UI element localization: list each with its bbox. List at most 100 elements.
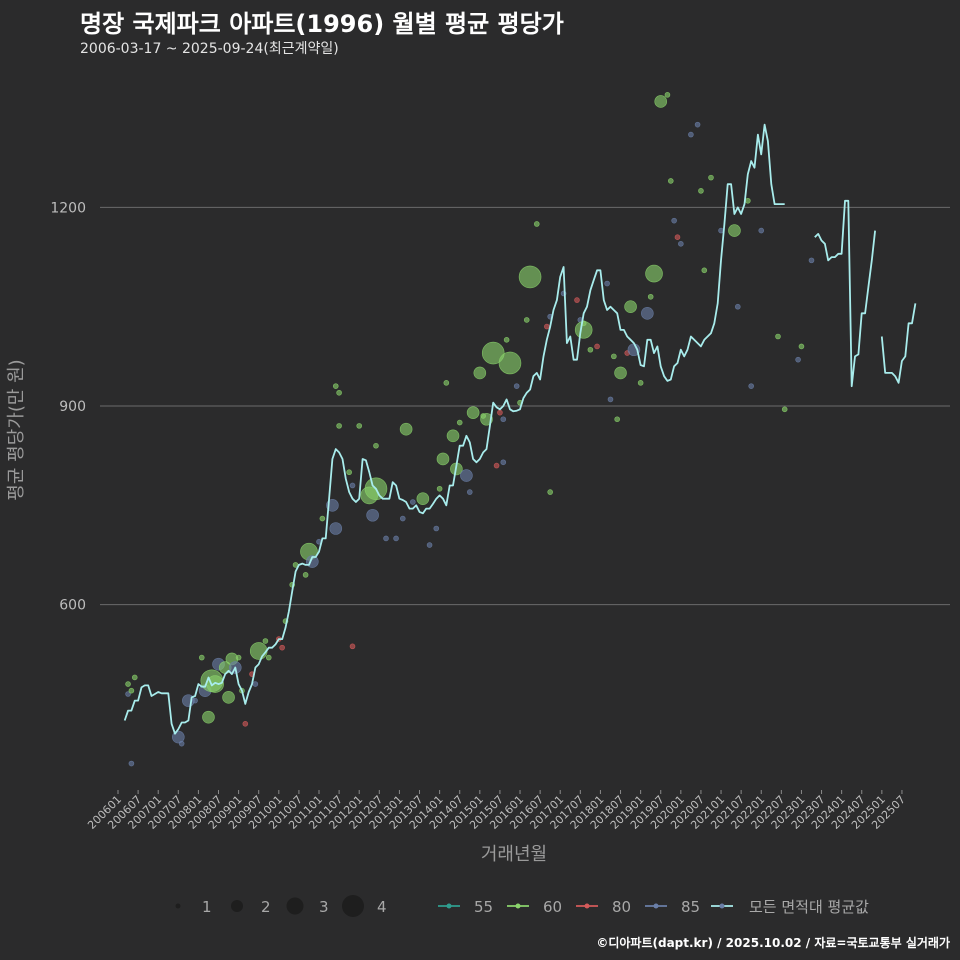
data-point [518,265,542,289]
legend-size-marker [175,903,181,909]
legend-group-marker [515,903,521,909]
data-point [604,280,610,287]
credit-line: ©디아파트(dapt.kr) / 2025.10.02 / 자료=국토교통부 실… [596,936,950,950]
data-point [366,508,379,522]
data-point [533,221,540,227]
data-point [748,383,754,389]
data-point [192,697,198,704]
data-point [637,380,644,386]
data-point [349,643,356,650]
data-point [708,174,714,181]
data-point [242,720,249,727]
data-point [128,687,135,694]
data-point [356,423,363,429]
data-point [336,389,342,396]
data-point [647,293,654,300]
data-point [734,303,741,310]
legend: 1 2 3 4 55 60 80 85 모든 면적대 평균값 [175,895,869,917]
data-point [775,333,781,340]
data-point [302,572,309,578]
legend-avg-marker [719,903,725,909]
data-point [614,416,620,423]
data-point [587,346,594,353]
data-point [436,485,443,492]
data-point [336,423,342,429]
data-point [446,429,460,443]
data-point [198,654,205,661]
data-point [346,469,352,476]
average-line-segment [814,199,876,388]
data-point [319,515,326,522]
data-point [671,217,677,224]
legend-group-label: 60 [543,898,562,916]
legend-size-marker [231,900,243,912]
data-point [594,343,600,350]
data-point [664,92,671,98]
data-point [607,396,614,403]
data-point [466,489,473,495]
chart-title: 명장 국제파크 아파트(1996) 월별 평균 평당가 [80,10,564,38]
data-point [433,525,440,532]
data-point [399,422,413,436]
data-point [544,323,550,330]
data-point [252,681,259,687]
data-point [698,188,704,194]
data-point [667,178,674,184]
data-point [410,499,416,505]
data-point [497,409,503,416]
average-line [123,123,917,735]
data-point [614,366,627,380]
legend-group-marker [653,903,659,909]
average-line-segment [880,303,917,384]
data-point [503,337,510,343]
legend-size-label: 1 [202,898,212,916]
legend-group-label: 80 [612,898,631,916]
legend-group-marker [584,903,590,909]
average-line-segment [123,123,785,735]
data-point [436,452,450,466]
data-point [443,380,450,386]
y-tick-label: 600 [59,598,86,614]
y-tick-label: 1200 [50,200,86,216]
data-point [678,241,684,247]
data-point [416,492,430,506]
data-point [426,542,433,548]
data-point [202,710,215,724]
data-point [332,383,339,389]
data-point [645,264,663,283]
data-point [373,442,379,449]
x-axis-title: 거래년월 [481,844,547,865]
grid-lines [100,206,950,606]
data-point [481,341,505,365]
data-point [249,642,268,660]
data-point [265,654,272,661]
data-point [125,681,131,687]
legend-size-marker [342,895,364,917]
data-point [460,469,473,482]
data-point [808,257,815,264]
data-point [547,489,553,495]
data-point [262,638,269,644]
data-point [795,356,801,363]
data-point [128,760,135,767]
data-point [654,95,668,108]
data-point [688,131,694,138]
legend-size-label: 4 [377,898,387,916]
data-point [694,121,701,128]
x-tick-labels: 2006012006072007012007072008012008072009… [85,790,908,832]
data-point [611,353,617,360]
data-point [383,535,389,542]
data-point [745,197,751,204]
legend-size-marker [286,897,304,915]
data-point [498,351,522,375]
legend-size-label: 3 [319,898,329,916]
data-point [701,267,708,274]
legend-group-marker [446,903,452,909]
data-point [125,691,131,697]
legend-avg-label: 모든 면적대 평균값 [749,898,869,916]
chart-subtitle: 2006-03-17 ~ 2025-09-24(최근계약일) [80,41,339,57]
y-tick-label: 900 [59,399,86,415]
data-point [456,419,463,426]
data-point [399,515,406,522]
data-point [235,654,242,661]
